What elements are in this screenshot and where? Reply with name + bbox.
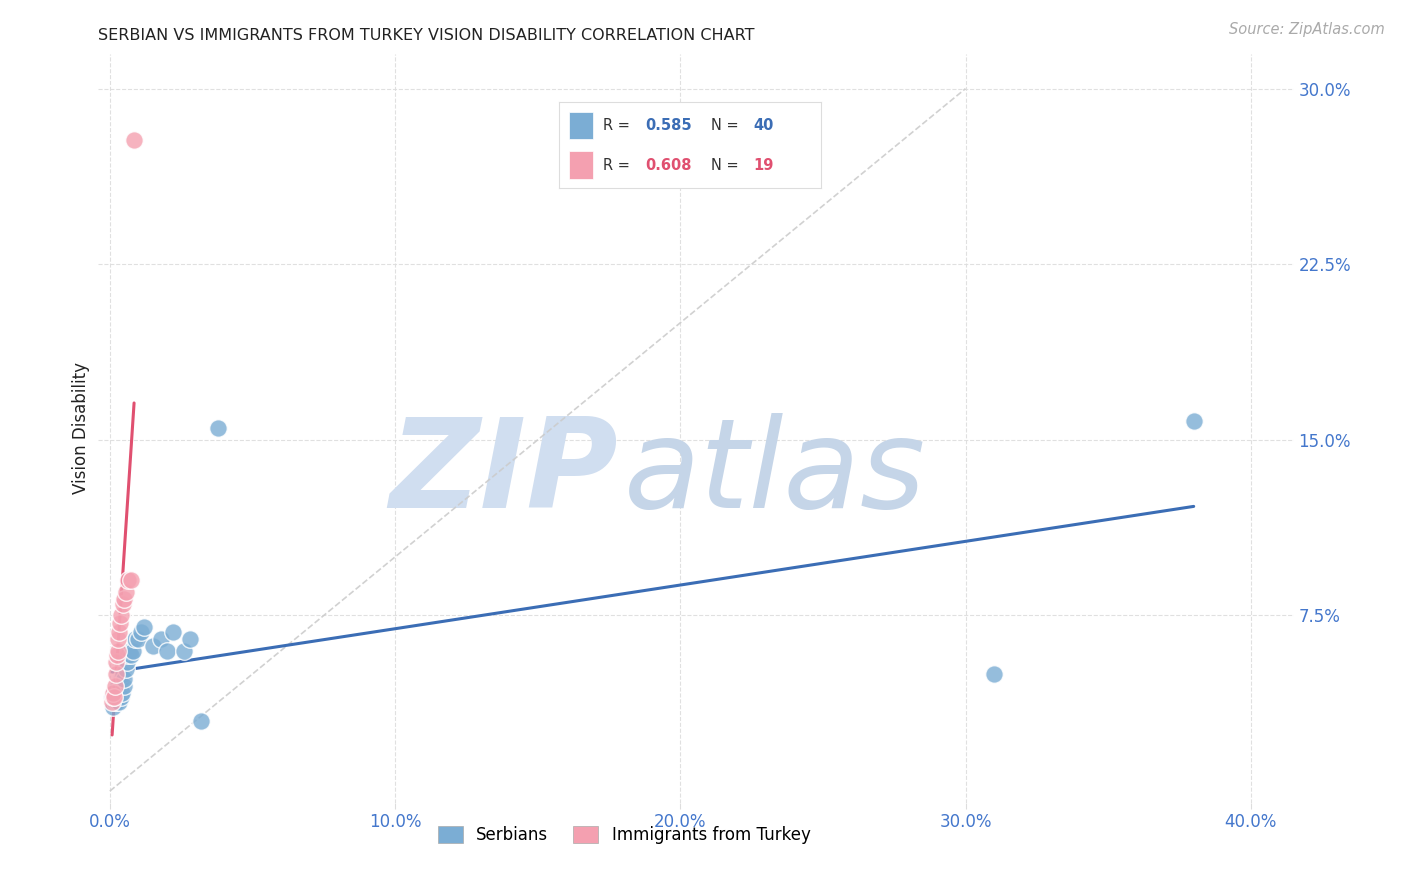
Point — [103, 690, 125, 705]
Point — [107, 643, 129, 657]
Point — [101, 690, 124, 705]
Point — [115, 655, 138, 669]
Legend: Serbians, Immigrants from Turkey: Serbians, Immigrants from Turkey — [432, 819, 817, 851]
Y-axis label: Vision Disability: Vision Disability — [72, 362, 90, 494]
Point — [104, 695, 127, 709]
Point — [110, 672, 132, 686]
Point — [101, 695, 124, 709]
Point — [111, 667, 134, 681]
Point — [108, 681, 131, 695]
Point — [105, 681, 128, 695]
Text: SERBIAN VS IMMIGRANTS FROM TURKEY VISION DISABILITY CORRELATION CHART: SERBIAN VS IMMIGRANTS FROM TURKEY VISION… — [98, 28, 755, 43]
Point — [132, 620, 155, 634]
Point — [103, 686, 125, 700]
Text: ZIP: ZIP — [389, 413, 619, 533]
Point — [107, 690, 129, 705]
Point — [142, 639, 165, 653]
Point — [105, 690, 128, 705]
Point — [162, 624, 184, 639]
Point — [112, 672, 135, 686]
Point — [1182, 414, 1205, 428]
Point — [120, 574, 142, 588]
Point — [122, 133, 145, 147]
Point — [105, 655, 128, 669]
Point — [104, 679, 127, 693]
Point — [108, 695, 131, 709]
Point — [173, 643, 195, 657]
Point — [114, 585, 136, 599]
Text: atlas: atlas — [624, 413, 927, 533]
Point — [105, 648, 128, 663]
Point — [150, 632, 173, 646]
Point — [114, 662, 136, 676]
Text: Source: ZipAtlas.com: Source: ZipAtlas.com — [1229, 22, 1385, 37]
Point — [108, 615, 131, 630]
Point — [111, 597, 134, 611]
Point — [117, 648, 139, 663]
Point — [190, 714, 212, 728]
Point — [112, 679, 135, 693]
Point — [108, 624, 131, 639]
Point — [104, 667, 127, 681]
Point — [120, 648, 142, 663]
Point — [156, 643, 179, 657]
Point — [124, 632, 146, 646]
Point — [118, 643, 141, 657]
Point — [983, 667, 1005, 681]
Point — [110, 608, 132, 623]
Point — [107, 686, 129, 700]
Point — [104, 686, 127, 700]
Point — [103, 690, 125, 705]
Point — [129, 624, 152, 639]
Point — [127, 632, 149, 646]
Point — [105, 695, 128, 709]
Point — [101, 690, 124, 705]
Point — [103, 699, 125, 714]
Point — [111, 686, 134, 700]
Point — [107, 632, 129, 646]
Point — [112, 592, 135, 607]
Point — [121, 643, 143, 657]
Point — [207, 421, 229, 435]
Point — [179, 632, 201, 646]
Point — [110, 690, 132, 705]
Point — [103, 686, 125, 700]
Point — [117, 574, 139, 588]
Point — [101, 695, 124, 709]
